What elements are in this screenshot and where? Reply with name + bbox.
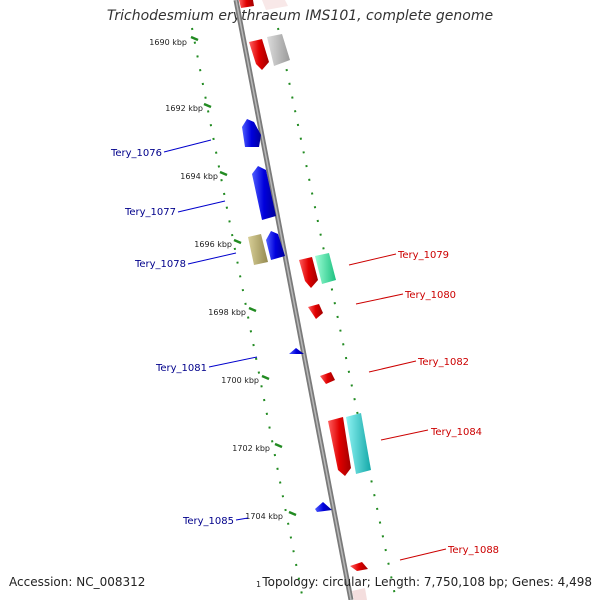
gene-label[interactable]: Tery_1077 xyxy=(124,207,176,218)
gene-tery-1078[interactable] xyxy=(248,234,268,265)
gene-label[interactable]: Tery_1081 xyxy=(155,363,207,374)
tick-mark xyxy=(248,306,257,313)
label-leader xyxy=(380,429,429,441)
tick-mark xyxy=(203,102,212,109)
gene-upper-grey[interactable] xyxy=(267,34,290,66)
tick-label: 1704 kbp xyxy=(245,512,283,521)
tick-label: 1694 kbp xyxy=(180,172,218,181)
outer-track-genes xyxy=(239,0,371,600)
label-leader xyxy=(208,356,258,368)
label-leader xyxy=(399,548,447,561)
gene-label[interactable]: Tery_1084 xyxy=(430,427,482,438)
tick-mark xyxy=(274,442,283,449)
gene-bottom-partial[interactable] xyxy=(352,588,367,600)
tick-label: 1692 kbp xyxy=(165,104,203,113)
inner-track-genes xyxy=(242,119,332,512)
tick-label: 1690 kbp xyxy=(149,38,187,47)
gene-label[interactable]: Tery_1085 xyxy=(182,516,234,527)
gene-label[interactable]: Tery_1078 xyxy=(134,259,186,270)
gene-tery-1081[interactable] xyxy=(289,348,304,354)
tick-label: 1696 kbp xyxy=(194,240,232,249)
gene-label[interactable]: Tery_1076 xyxy=(110,148,162,159)
gene-upper-red[interactable] xyxy=(249,39,269,70)
gene-tery-1079[interactable] xyxy=(299,257,318,288)
accession-text: Accession: NC_008312 xyxy=(9,575,146,589)
tick-mark xyxy=(261,374,270,381)
label-leader xyxy=(187,252,237,265)
gene-tery-1084[interactable] xyxy=(328,417,351,476)
tick-label: 1698 kbp xyxy=(208,308,246,317)
kbp-ticks: 1690 kbp 1692 kbp 1694 kbp 1696 kbp 1698… xyxy=(149,35,297,521)
genome-info-text: Topology: circular; Length: 7,750,108 bp… xyxy=(262,575,592,589)
label-leader xyxy=(177,200,226,213)
label-leader xyxy=(355,293,404,305)
origin-mark: 1 xyxy=(256,580,261,589)
tick-label: 1702 kbp xyxy=(232,444,270,453)
tick-mark xyxy=(233,238,242,245)
genome-title: Trichodesmium erythraeum IMS101, complet… xyxy=(106,8,494,24)
tick-mark xyxy=(288,510,297,517)
gene-tery-1079b[interactable] xyxy=(315,253,336,284)
label-leader xyxy=(163,139,212,153)
genome-backbone-highlight xyxy=(235,0,352,600)
gene-tery-1076[interactable] xyxy=(242,119,261,147)
tick-mark xyxy=(190,35,199,42)
gene-tery-1088[interactable] xyxy=(350,562,368,571)
gene-label[interactable]: Tery_1082 xyxy=(417,357,469,368)
gene-top-right-partial[interactable] xyxy=(262,0,288,10)
gene-tery-1085[interactable] xyxy=(315,502,332,512)
gene-label[interactable]: Tery_1088 xyxy=(447,545,499,556)
gene-top-partial[interactable] xyxy=(239,0,254,8)
right-gene-labels: Tery_1079 Tery_1080 Tery_1082 Tery_1084 … xyxy=(348,250,499,561)
label-leader xyxy=(348,253,397,266)
tick-mark xyxy=(219,170,228,177)
gene-tery-1080[interactable] xyxy=(308,304,323,319)
label-leader xyxy=(235,517,249,521)
label-leader xyxy=(368,360,417,373)
gene-label[interactable]: Tery_1079 xyxy=(397,250,449,261)
gene-tery-1082[interactable] xyxy=(320,372,335,384)
tick-label: 1700 kbp xyxy=(221,376,259,385)
gene-label[interactable]: Tery_1080 xyxy=(404,290,456,301)
left-gene-labels: Tery_1076 Tery_1077 Tery_1078 Tery_1081 … xyxy=(110,139,258,527)
gene-tery-1078b[interactable] xyxy=(266,231,285,260)
gene-tery-1084b[interactable] xyxy=(346,413,371,474)
gene-tery-1077[interactable] xyxy=(252,166,276,220)
